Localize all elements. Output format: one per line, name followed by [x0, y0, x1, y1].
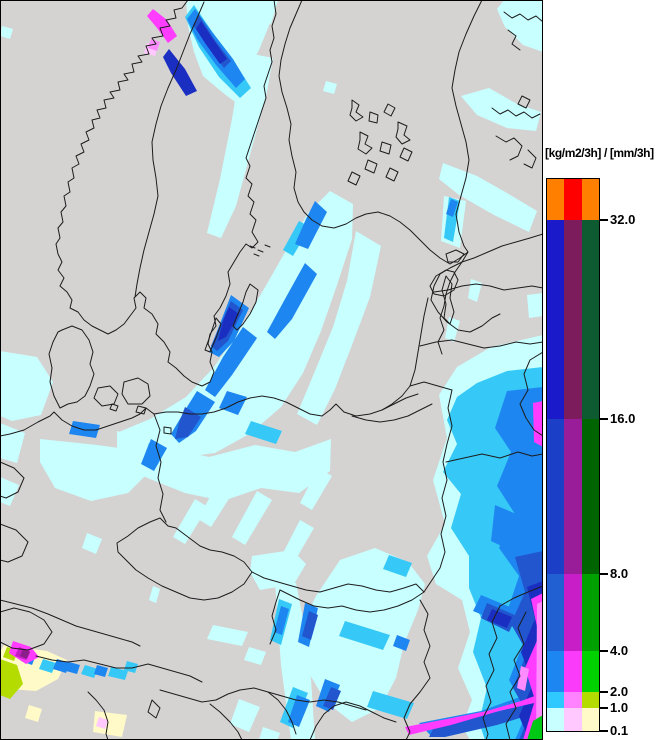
precip-purple — [20, 649, 30, 659]
legend-segment — [547, 220, 599, 419]
legend-color-cell — [547, 419, 565, 574]
legend-tick: 1.0 — [599, 700, 628, 716]
legend-color-cell — [581, 220, 599, 419]
legend-color-cell — [564, 179, 582, 220]
legend-color-cell — [581, 419, 599, 574]
legend-tick: 32.0 — [599, 212, 635, 228]
legend-color-cell — [564, 419, 582, 574]
legend-tick-mark — [599, 707, 608, 709]
legend-color-cell — [547, 692, 565, 708]
legend-tick-mark — [599, 573, 608, 575]
legend-tick-mark — [599, 418, 608, 420]
country-borders — [0, 0, 543, 740]
legend-segment — [547, 708, 599, 731]
legend-color-cell — [547, 651, 565, 692]
legend-color-cell — [564, 692, 582, 708]
legend-tick-mark — [599, 219, 608, 221]
legend-color-cell — [564, 651, 582, 692]
legend-tick-label: 1.0 — [610, 700, 629, 715]
precip-green — [527, 715, 543, 740]
legend-tick-mark — [599, 650, 608, 652]
legend-color-cell — [564, 220, 582, 419]
legend-segment — [547, 692, 599, 708]
map-canvas — [0, 0, 543, 740]
legend-tick-mark — [599, 691, 608, 693]
legend-tick: 0.1 — [599, 723, 628, 739]
legend-tick-label: 8.0 — [610, 566, 629, 581]
legend-tick: 2.0 — [599, 684, 628, 700]
legend-segment — [547, 179, 599, 220]
precip-light-magenta — [148, 39, 543, 740]
legend-tick-label: 4.0 — [610, 643, 629, 658]
legend-tick-mark — [599, 730, 608, 732]
legend-tick-label: 2.0 — [610, 684, 629, 699]
legend-color-bar — [546, 178, 600, 732]
legend-color-cell — [564, 574, 582, 651]
legend-color-cell — [581, 179, 599, 220]
legend-color-cell — [564, 708, 582, 731]
legend-color-cell — [547, 220, 565, 419]
legend-tick-label: 0.1 — [610, 723, 629, 738]
legend-color-cell — [547, 179, 565, 220]
legend-tick-label: 32.0 — [610, 212, 636, 227]
legend-color-cell — [547, 708, 565, 731]
legend-color-cell — [581, 692, 599, 708]
legend-color-cell — [581, 651, 599, 692]
legend-tick-scale: 32.0 16.0 8.0 4.0 2.0 1.0 0.1 — [599, 178, 665, 738]
legend-tick-label: 16.0 — [610, 411, 636, 426]
legend-segment — [547, 419, 599, 574]
legend-tick: 4.0 — [599, 643, 628, 659]
legend-units-title: [kg/m2/3h] / [mm/3h] — [545, 146, 654, 160]
legend-panel: [kg/m2/3h] / [mm/3h] 32.0 16.0 8.0 4.0 2.0 1.… — [543, 0, 669, 740]
legend-color-cell — [581, 574, 599, 651]
legend-tick: 16.0 — [599, 411, 635, 427]
legend-tick: 8.0 — [599, 566, 628, 582]
legend-segment — [547, 651, 599, 692]
legend-color-cell — [581, 708, 599, 731]
legend-segment — [547, 574, 599, 651]
legend-color-cell — [547, 574, 565, 651]
